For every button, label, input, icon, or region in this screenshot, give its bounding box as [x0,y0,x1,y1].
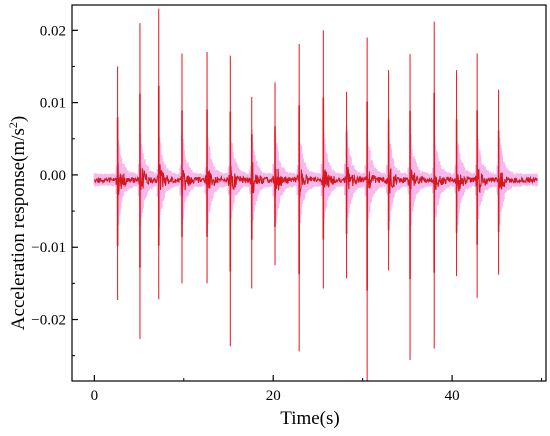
signal-trace [94,158,538,200]
y-axis-title-superscript: 2 [6,122,20,128]
axes: 0 20 40 0.02 0.01 0.00 −0.01 −0.02 [31,4,547,404]
x-tick-label: 0 [91,388,99,404]
y-tick-label: −0.02 [31,313,66,329]
x-axis-title: Time(s) [280,408,339,429]
y-tick-label: 0.01 [40,96,66,112]
plot-area [93,8,538,381]
y-tick-label: 0.00 [40,168,66,184]
x-tick-label: 40 [445,388,460,404]
y-tick-label: −0.01 [31,240,66,256]
x-tick-label: 20 [266,388,281,404]
plot-frame [71,4,547,382]
y-tick-label: 0.02 [40,23,66,39]
y-axis-title: Acceleration response(m/s2) [6,116,29,330]
